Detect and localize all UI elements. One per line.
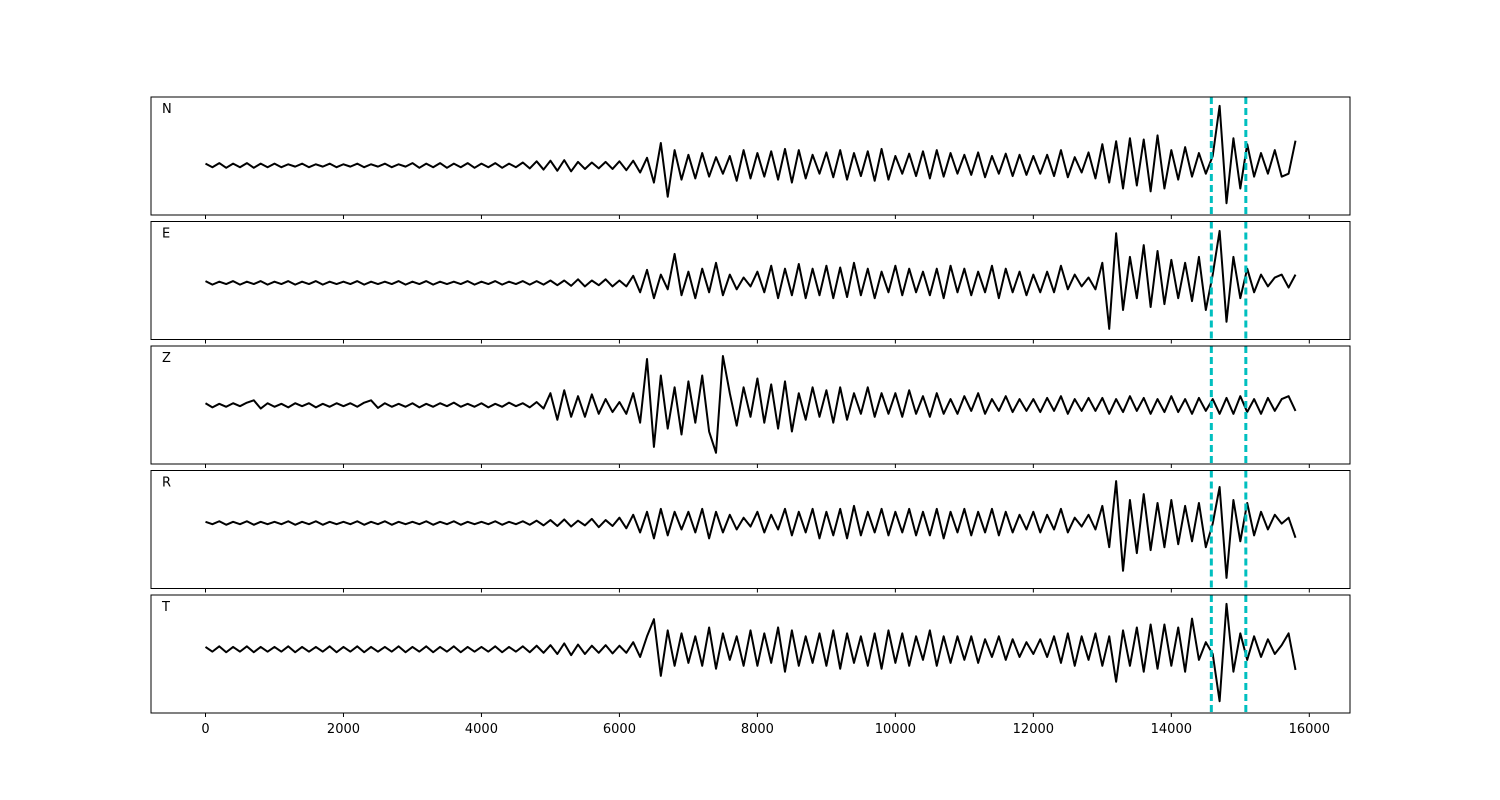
panel-frame [150, 594, 1351, 714]
trace [205, 229, 1297, 330]
x-tick-label: 0 [201, 722, 209, 737]
x-tick-label: 12000 [1013, 722, 1054, 737]
panel-label: R [162, 476, 171, 491]
x-tick-label: 4000 [465, 722, 498, 737]
x-tick-label: 10000 [875, 722, 916, 737]
x-tick-label: 2000 [327, 722, 360, 737]
trace [204, 602, 1297, 703]
panel-frame [150, 221, 1351, 340]
panel-label: E [162, 227, 170, 242]
x-tick-label: 6000 [603, 722, 636, 737]
trace [205, 480, 1297, 579]
x-tick-label: 16000 [1289, 722, 1330, 737]
x-tick-label: 14000 [1151, 722, 1192, 737]
panel-frame [150, 470, 1351, 589]
trace [205, 104, 1297, 205]
trace [204, 355, 1297, 454]
panel-frame [150, 345, 1351, 465]
x-tick-label: 8000 [741, 722, 774, 737]
panel-label: T [161, 600, 170, 615]
panel-label: N [162, 102, 172, 117]
panel-label: Z [162, 351, 171, 366]
panel-frame [150, 96, 1351, 216]
